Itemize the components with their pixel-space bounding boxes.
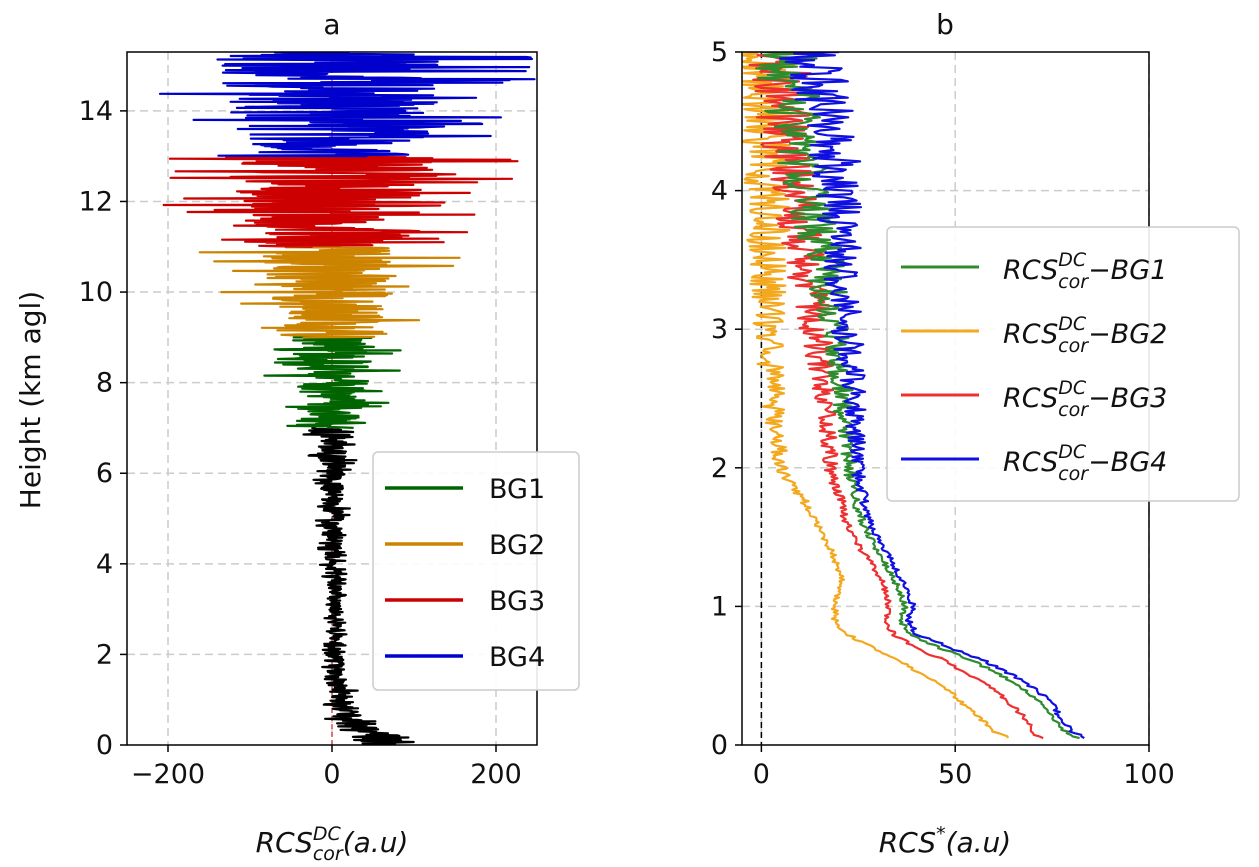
panel-b-title: b	[936, 8, 954, 41]
panel-a-legend-label: BG4	[489, 642, 545, 673]
panel-a-legend-label: BG3	[489, 586, 545, 617]
panel-b-legend-label: RCSDC cor−BG2	[1003, 313, 1167, 357]
panel-b-ytick-label: 5	[711, 37, 728, 68]
panel-a-ylabel: Height (km agl)	[14, 291, 47, 509]
panel-a-legend-label: BG2	[489, 530, 545, 561]
panel-a-legend-box	[372, 451, 580, 691]
panel-a-ytick-label: 6	[96, 458, 113, 489]
panel-b-series-line	[748, 52, 1044, 740]
panel-a-ytick-label: 14	[79, 96, 113, 127]
panel-b-ytick-label: 4	[711, 176, 728, 207]
panel-b-ytick-label: 3	[711, 314, 728, 345]
panel-b-legend-label: RCSDC cor−BG1	[1003, 249, 1167, 293]
panel-b-series-line	[754, 52, 1080, 740]
panel-a-data	[158, 52, 536, 745]
panel-a: a −200 0 200 0 2 4 6 8 10 12 14 Height (km agl) RC…	[14, 8, 580, 865]
panel-b-data	[742, 52, 1085, 740]
panel-b-series-line	[742, 52, 1009, 739]
panel-a-ticks: −200 0 200 0 2 4 6 8 10 12 14	[79, 96, 522, 790]
panel-b-xlabel: RCS*(a.u)	[879, 823, 1011, 859]
panel-b-ytick-label: 0	[711, 730, 728, 761]
panel-a-xtick-label: 200	[470, 759, 522, 790]
panel-b-legend-label: RCSDC cor−BG3	[1003, 377, 1167, 421]
panel-a-segment-BG3	[162, 155, 519, 248]
panel-b-xtick-label: 0	[753, 759, 770, 790]
panel-b-series-line	[778, 52, 1085, 740]
panel-a-ytick-label: 10	[79, 277, 113, 308]
panel-a-segment-BG2	[198, 245, 461, 339]
panel-a-xlabel: RCSDC cor(a.u)	[256, 823, 409, 865]
panel-a-segment-BG1	[263, 336, 402, 429]
panel-a-xtick-label: −200	[131, 759, 205, 790]
panel-b-legend: RCSDC cor−BG1 RCSDC cor−BG2 RCSDC cor−BG3 RCSD…	[886, 226, 1240, 502]
panel-a-legend: BG1 BG2 BG3 BG4	[372, 451, 580, 691]
panel-a-ytick-label: 8	[96, 368, 113, 399]
panel-b-ticks: 0 50 100 0 1 2 3 4 5	[711, 37, 1175, 790]
panel-a-ytick-label: 4	[96, 549, 113, 580]
panel-b-ytick-label: 1	[711, 591, 728, 622]
panel-a-segment-BG4	[158, 52, 536, 158]
panel-a-ytick-label: 2	[96, 639, 113, 670]
panel-a-segment-raw	[302, 426, 415, 745]
panel-a-title: a	[323, 8, 340, 41]
panel-b-xtick-label: 50	[938, 759, 972, 790]
panel-b-legend-label: RCSDC cor−BG4	[1003, 441, 1167, 485]
panel-a-legend-label: BG1	[489, 474, 545, 505]
panel-b-ytick-label: 2	[711, 453, 728, 484]
panel-a-ytick-label: 0	[96, 730, 113, 761]
panel-a-xtick-label: 0	[323, 759, 340, 790]
panel-b-xtick-label: 100	[1123, 759, 1175, 790]
panel-a-ytick-label: 12	[79, 186, 113, 217]
panel-b-legend-box	[886, 226, 1240, 502]
